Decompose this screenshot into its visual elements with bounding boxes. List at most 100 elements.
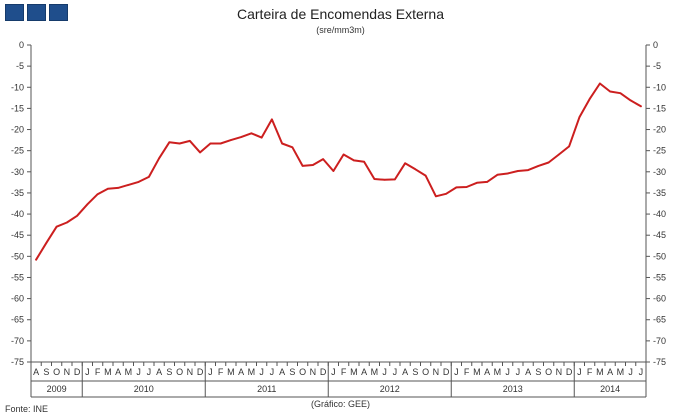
data-point [219,142,222,145]
data-point [76,214,78,217]
x-month-label: S [535,367,541,377]
y-tick-label-right: -50 [653,251,666,261]
y-tick-label-left: -30 [11,167,24,177]
y-tick-label-right: 0 [653,40,658,50]
data-point [609,90,611,93]
x-year-label: 2011 [257,384,276,394]
data-point [178,142,181,145]
data-point [517,170,519,172]
data-point [45,242,48,244]
data-point [414,168,417,171]
x-month-label: D [443,367,450,377]
x-month-label: N [64,367,71,377]
data-point [107,187,109,190]
y-tick-label-left: -60 [11,294,24,304]
data-point [250,132,253,135]
data-point [527,169,529,171]
y-tick-label-left: -75 [11,357,24,367]
series-line [35,82,642,261]
x-month-label: S [166,367,172,377]
y-tick-label-left: -25 [11,146,24,156]
x-month-label: O [422,367,429,377]
y-tick-label-left: -35 [11,188,24,198]
data-point [55,225,58,228]
data-point [291,146,294,149]
data-point [486,181,488,183]
x-month-label: M [248,367,256,377]
x-month-label: D [197,367,204,377]
data-point [424,174,427,177]
data-point [322,158,324,160]
x-year-label: 2012 [380,384,400,394]
x-month-label: N [310,367,317,377]
chart-credit: (Gráfico: GEE) [310,399,370,409]
data-point [547,161,550,164]
chart-subtitle: (sre/mm3m) [316,25,365,35]
x-month-label: M [104,367,112,377]
y-tick-label-left: -70 [11,336,24,346]
data-point [537,165,540,167]
x-month-label: J [639,367,644,377]
data-point [137,181,140,183]
x-month-label: M [494,367,502,377]
x-month-label: M [473,367,481,377]
data-point [312,164,314,166]
x-month-label: M [350,367,358,377]
x-month-label: J [454,367,459,377]
data-point [629,99,632,102]
y-tick-label-left: -55 [11,272,24,282]
x-month-label: A [484,367,490,377]
data-point [394,178,396,181]
x-month-label: J [382,367,387,377]
y-tick-label-right: -10 [653,82,666,92]
data-point [465,186,468,188]
data-point [373,178,376,180]
data-point [199,151,201,154]
y-tick-label-right: -35 [653,188,666,198]
x-month-label: S [289,367,295,377]
x-month-label: M [125,367,133,377]
data-point [148,176,150,178]
x-month-label: M [371,367,379,377]
x-year-label: 2010 [134,384,154,394]
x-month-label: O [299,367,306,377]
x-month-label: A [238,367,244,377]
x-month-label: J [85,367,90,377]
y-tick-label-left: 0 [19,40,24,50]
y-tick-label-right: -75 [653,357,666,367]
data-point [599,82,601,85]
x-month-label: O [176,367,183,377]
data-point [260,136,263,139]
data-point [158,157,160,160]
data-point [506,172,509,175]
chart-title: Carteira de Encomendas Externa [237,6,444,22]
data-point [383,179,386,181]
x-month-label: F [587,367,593,377]
x-month-label: N [433,367,440,377]
data-point [363,160,365,163]
x-month-label: J [136,367,141,377]
x-month-label: A [402,367,408,377]
data-point [578,116,581,119]
x-month-label: F [464,367,470,377]
y-tick-label-right: -15 [653,103,666,113]
x-month-label: A [115,367,121,377]
x-month-label: J [505,367,510,377]
x-month-label: N [187,367,194,377]
x-month-label: O [545,367,552,377]
x-month-label: S [412,367,418,377]
data-point [476,181,478,184]
y-tick-label-left: -40 [11,209,24,219]
x-month-label: D [74,367,81,377]
x-month-label: J [516,367,521,377]
data-point [558,153,560,156]
y-tick-label-right: -45 [653,230,666,240]
x-year-label: 2009 [47,384,67,394]
data-point [209,142,212,145]
data-point [35,258,37,261]
x-month-label: A [607,367,613,377]
x-month-label: J [147,367,152,377]
data-point [96,193,99,196]
data-point [445,192,447,195]
